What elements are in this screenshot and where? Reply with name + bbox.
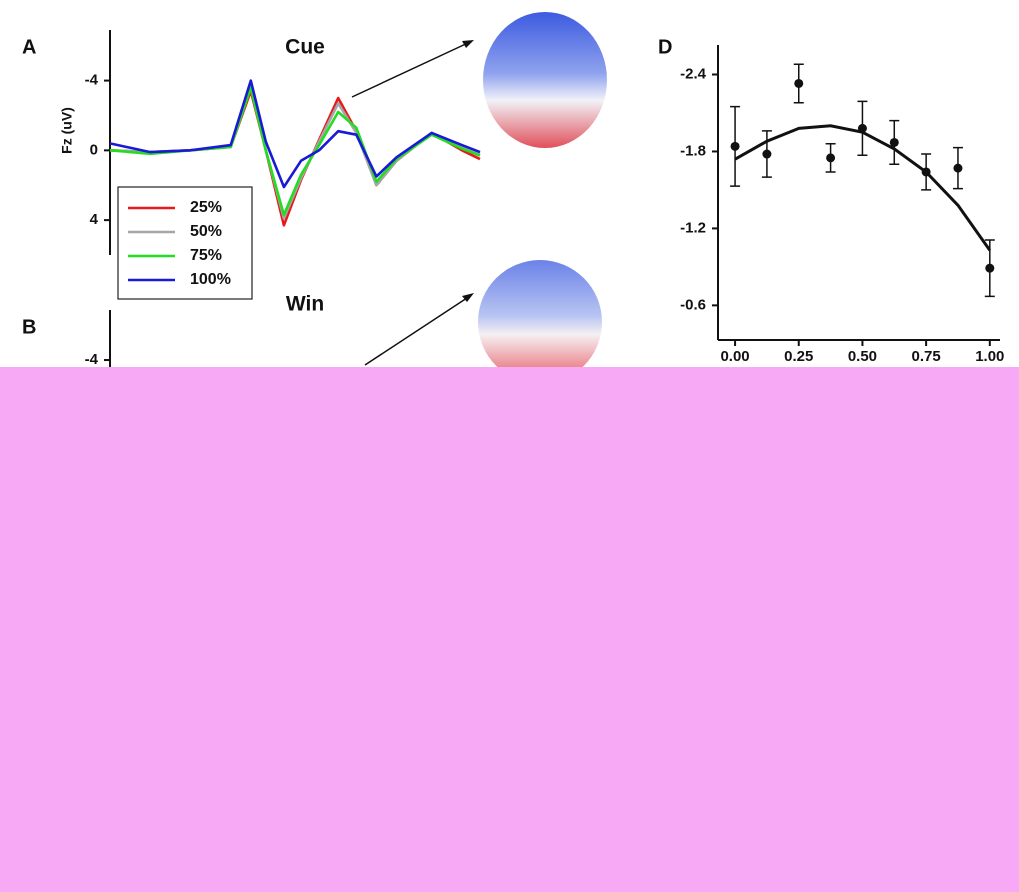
topomap bbox=[478, 260, 602, 384]
topomap bbox=[483, 12, 607, 148]
y-tick-label: -0.6 bbox=[680, 296, 706, 313]
point bbox=[921, 167, 931, 177]
point bbox=[826, 153, 836, 163]
arrow bbox=[351, 41, 471, 98]
arrow-head bbox=[462, 293, 474, 302]
y-tick-label: 4 bbox=[90, 211, 99, 228]
panel-label: B bbox=[22, 316, 36, 338]
chart-title: Cue bbox=[285, 36, 325, 59]
point bbox=[794, 78, 804, 88]
chart-title: Win bbox=[286, 293, 324, 316]
point bbox=[953, 163, 963, 173]
legend-label: 25% bbox=[190, 199, 222, 216]
legend-box bbox=[117, 186, 253, 300]
y-tick-label: -1.2 bbox=[680, 219, 706, 236]
corrupted-region bbox=[0, 367, 1019, 892]
panel-label: D bbox=[658, 36, 672, 58]
point bbox=[889, 137, 899, 147]
x-tick-label: 0.25 bbox=[784, 348, 813, 365]
point bbox=[762, 149, 772, 159]
legend-label: 50% bbox=[190, 223, 222, 240]
x-tick-label: 0.75 bbox=[912, 348, 941, 365]
y-tick-label: -4 bbox=[85, 72, 99, 89]
x-tick-label: 1.00 bbox=[975, 348, 1004, 365]
waveform bbox=[109, 79, 481, 189]
y-axis-label: Fz (uV) bbox=[59, 107, 75, 154]
arrow-head bbox=[462, 40, 474, 48]
panel-label: A bbox=[22, 36, 36, 58]
legend-label: 100% bbox=[190, 271, 231, 288]
y-tick-label: 0 bbox=[90, 141, 98, 158]
y-tick-label: -1.8 bbox=[680, 142, 706, 159]
y-tick-label: -2.4 bbox=[680, 65, 707, 82]
point bbox=[985, 263, 995, 273]
x-tick-label: 0.00 bbox=[720, 348, 749, 365]
legend-label: 75% bbox=[190, 247, 222, 264]
x-tick-label: 0.50 bbox=[848, 348, 877, 365]
point bbox=[857, 123, 867, 133]
point bbox=[730, 141, 740, 151]
y-tick-label: -4 bbox=[85, 351, 99, 368]
arrow bbox=[364, 295, 471, 366]
